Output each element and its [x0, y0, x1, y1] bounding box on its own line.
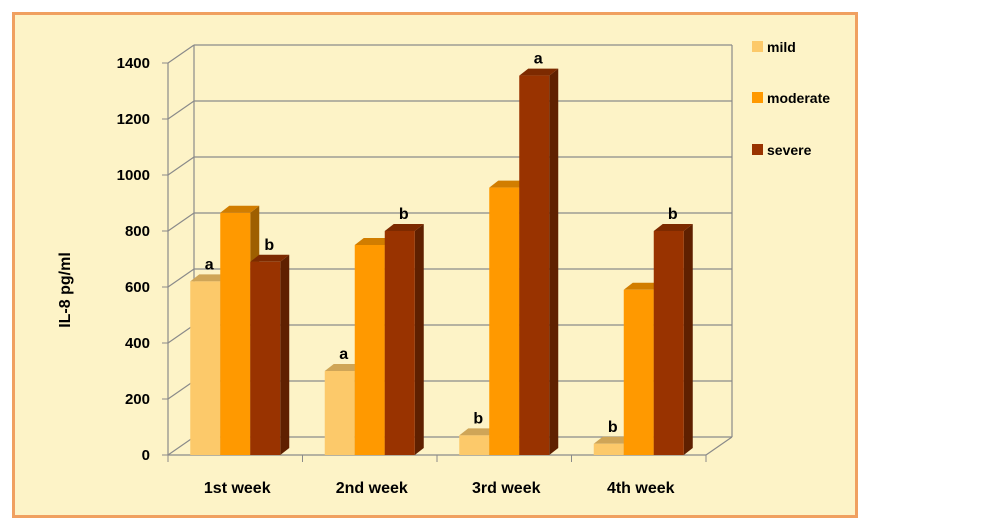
legend-swatch: [752, 92, 763, 103]
legend-label: severe: [767, 142, 812, 158]
data-label: b: [608, 419, 618, 436]
bar-severe-1: [250, 254, 290, 455]
legend-label: moderate: [767, 90, 830, 106]
x-tick-label: 3rd week: [472, 480, 541, 497]
gridline-side: [167, 156, 195, 176]
legend-swatch: [752, 41, 763, 52]
bar-severe-2: [384, 224, 424, 455]
data-label: a: [205, 256, 214, 273]
y-tick-label: 600: [125, 279, 150, 296]
gridline-side: [167, 380, 195, 400]
data-label: a: [339, 346, 348, 363]
legend-label: mild: [767, 39, 796, 55]
y-axis-label: IL-8 pg/ml: [57, 252, 74, 328]
data-labels: a b a b b a b b: [205, 51, 678, 436]
data-label: b: [264, 237, 274, 254]
x-tick-label: 2nd week: [336, 480, 408, 497]
data-label: a: [534, 51, 543, 68]
x-tick-label: 1st week: [204, 480, 271, 497]
gridline-side: [167, 212, 195, 232]
floor-edge: [705, 436, 733, 456]
legend-item-mild: mild: [752, 39, 796, 55]
chart-frame: [12, 12, 858, 518]
gridline-side: [167, 324, 195, 344]
bar-severe-3: [519, 68, 559, 455]
data-label: b: [668, 206, 678, 223]
gridline-side: [167, 268, 195, 288]
y-tick-label: 400: [125, 335, 150, 352]
y-tick-label: 0: [142, 447, 150, 464]
data-label: b: [473, 410, 483, 427]
legend-item-severe: severe: [752, 142, 812, 158]
y-tick-label: 1200: [117, 111, 150, 128]
x-tick-labels: 1st week 2nd week 3rd week 4th week: [204, 480, 675, 497]
y-tick-label: 1000: [117, 167, 150, 184]
y-tick-label: 200: [125, 391, 150, 408]
bars: [190, 68, 693, 455]
legend-item-moderate: moderate: [752, 90, 830, 106]
y-tick-label: 800: [125, 223, 150, 240]
gridline-side: [167, 100, 195, 120]
legend: mild moderate severe: [752, 39, 830, 158]
gridline-side: [167, 436, 195, 456]
bar-severe-4: [653, 224, 693, 455]
y-tick-label: 1400: [117, 55, 150, 72]
legend-swatch: [752, 144, 763, 155]
y-tick-labels: 0 200 400 600 800 1000 1200 1400: [117, 55, 150, 464]
gridline-side: [167, 44, 195, 64]
data-label: b: [399, 206, 409, 223]
x-tick-label: 4th week: [607, 480, 675, 497]
